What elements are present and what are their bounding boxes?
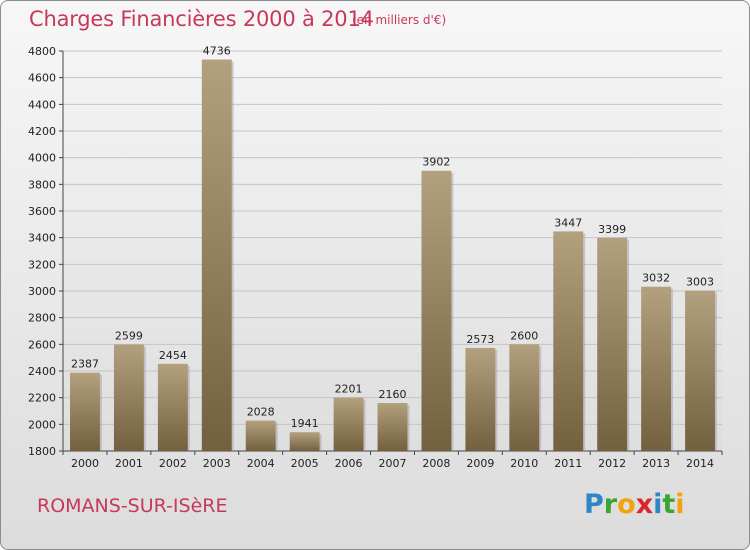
y-tick-label: 2800 [28,312,56,325]
data-label: 2028 [247,406,275,419]
bar [509,344,540,451]
bar [553,231,584,451]
data-label: 4736 [203,45,231,58]
x-tick-label: 2010 [510,457,538,470]
x-tick-label: 2006 [335,457,363,470]
y-tick-label: 4800 [28,45,56,58]
y-tick-label: 2000 [28,418,56,431]
y-tick-label: 4000 [28,152,56,165]
logo-letter: i [653,489,663,520]
y-tick-label: 3800 [28,178,56,191]
x-tick-label: 2008 [422,457,450,470]
proxiti-logo: Proxiti [584,489,685,520]
x-tick-label: 2014 [686,457,714,470]
data-label: 3003 [686,276,714,289]
logo-letter: i [675,489,685,520]
bar [421,170,452,451]
data-label: 2599 [115,329,143,342]
data-label: 2600 [510,329,538,342]
data-label: 2454 [159,349,187,362]
data-label: 2387 [71,358,99,371]
chart-title: Charges Financières 2000 à 2014 [29,7,374,31]
bar [641,286,672,451]
x-tick-label: 2001 [115,457,143,470]
x-tick-label: 2009 [466,457,494,470]
logo-letter: o [617,489,636,520]
bar [377,403,408,451]
data-label: 3032 [642,272,670,285]
logo-letter: r [603,489,618,520]
data-label: 2160 [379,388,407,401]
bar [289,432,320,451]
x-tick-label: 2012 [598,457,626,470]
bar [157,363,188,451]
x-tick-label: 2005 [291,457,319,470]
y-tick-label: 4400 [28,98,56,111]
y-tick-label: 4600 [28,72,56,85]
data-label: 1941 [291,417,319,430]
bar [113,344,144,451]
bar [465,347,496,451]
y-tick-label: 3000 [28,285,56,298]
data-label: 3447 [554,216,582,229]
y-tick-label: 3400 [28,232,56,245]
data-label: 2201 [335,383,363,396]
bar [201,59,232,452]
logo-letter: x [635,489,654,520]
logo-letter: t [662,489,676,520]
logo-letter: P [584,489,604,520]
bar [685,290,715,451]
y-tick-label: 4200 [28,125,56,138]
bar [597,237,628,451]
x-tick-label: 2013 [642,457,670,470]
bar [333,397,364,451]
x-tick-label: 2011 [554,457,582,470]
data-label: 3902 [422,156,450,169]
data-label: 2573 [466,333,494,346]
y-tick-label: 3200 [28,258,56,271]
x-tick-label: 2003 [203,457,231,470]
x-tick-label: 2004 [247,457,275,470]
bar [70,372,100,451]
y-tick-label: 2600 [28,338,56,351]
city-name: ROMANS-SUR-ISèRE [37,495,228,517]
x-tick-label: 2007 [379,457,407,470]
y-tick-label: 1800 [28,445,56,458]
y-tick-label: 2200 [28,392,56,405]
x-tick-label: 2002 [159,457,187,470]
y-tick-label: 3600 [28,205,56,218]
x-tick-label: 2000 [71,457,99,470]
data-label: 3399 [598,223,626,236]
y-tick-label: 2400 [28,365,56,378]
bar [245,420,276,451]
chart-subtitle: (en milliers d'€) [352,13,447,27]
